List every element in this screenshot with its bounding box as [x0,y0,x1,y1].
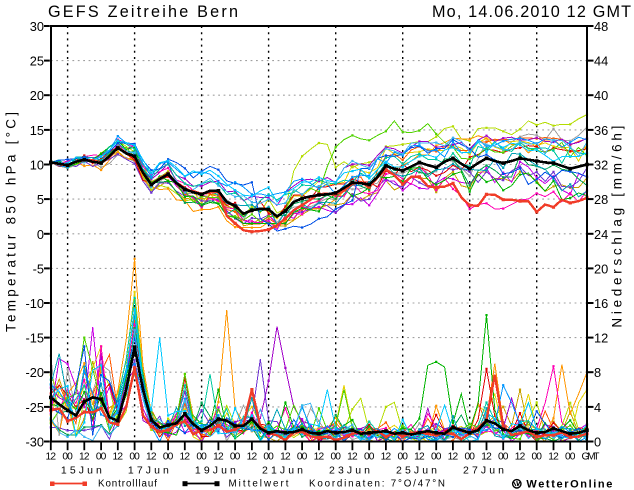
svg-text:44: 44 [594,54,608,69]
svg-text:27Jun: 27Jun [463,465,504,477]
svg-text:32: 32 [594,158,608,173]
svg-text:00: 00 [364,452,375,463]
svg-text:00: 00 [330,452,341,463]
svg-text:12: 12 [79,452,90,463]
svg-text:15: 15 [30,123,44,138]
svg-text:0: 0 [594,435,601,450]
svg-text:12: 12 [481,452,492,463]
svg-text:00: 00 [196,452,207,463]
svg-text:28: 28 [594,192,608,207]
svg-text:00: 00 [96,452,107,463]
svg-text:10: 10 [30,158,44,173]
svg-text:00: 00 [531,452,542,463]
svg-text:15Jun: 15Jun [61,465,102,477]
svg-text:12: 12 [280,452,291,463]
svg-text:12: 12 [594,331,608,346]
svg-text:48: 48 [594,19,608,34]
svg-text:12: 12 [146,452,157,463]
svg-text:-30: -30 [26,435,45,450]
svg-text:00: 00 [62,452,73,463]
svg-text:12: 12 [314,452,325,463]
svg-text:17Jun: 17Jun [128,465,169,477]
svg-text:25: 25 [30,54,44,69]
svg-text:00: 00 [129,452,140,463]
svg-text:-20: -20 [26,365,45,380]
svg-text:40: 40 [594,88,608,103]
svg-text:12: 12 [347,452,358,463]
svg-text:20: 20 [30,88,44,103]
svg-text:24: 24 [594,227,608,242]
svg-text:12: 12 [46,452,57,463]
svg-text:-5: -5 [33,261,44,276]
svg-text:4: 4 [594,400,601,415]
svg-text:00: 00 [163,452,174,463]
svg-text:12: 12 [448,452,459,463]
svg-text:00: 00 [263,452,274,463]
svg-text:19Jun: 19Jun [195,465,236,477]
svg-text:00: 00 [230,452,241,463]
svg-text:8: 8 [594,365,601,380]
svg-text:36: 36 [594,123,608,138]
svg-text:00: 00 [431,452,442,463]
svg-text:00: 00 [565,452,576,463]
svg-text:00: 00 [464,452,475,463]
svg-text:12: 12 [180,452,191,463]
svg-text:21Jun: 21Jun [262,465,303,477]
svg-text:30: 30 [30,19,44,34]
svg-text:12: 12 [213,452,224,463]
svg-text:GEFS Zeitreihe Bern: GEFS Zeitreihe Bern [48,3,238,21]
svg-text:00: 00 [397,452,408,463]
svg-text:Mo, 14.06.2010 12 GMT: Mo, 14.06.2010 12 GMT [432,3,631,21]
svg-text:WetterOnline: WetterOnline [526,479,612,490]
svg-text:-10: -10 [26,296,45,311]
svg-text:00: 00 [297,452,308,463]
svg-text:-25: -25 [26,400,45,415]
svg-text:16: 16 [594,296,608,311]
svg-text:12: 12 [247,452,258,463]
svg-text:5: 5 [37,192,44,207]
svg-text:00: 00 [498,452,509,463]
svg-text:12: 12 [414,452,425,463]
svg-text:0: 0 [37,227,44,242]
svg-text:-15: -15 [26,331,45,346]
svg-text:20: 20 [594,261,608,276]
svg-text:Kontrolllauf: Kontrolllauf [98,478,157,489]
svg-text:12: 12 [381,452,392,463]
svg-text:12: 12 [548,452,559,463]
svg-text:12: 12 [113,452,124,463]
svg-text:GMT: GMT [582,452,600,463]
svg-text:23Jun: 23Jun [329,465,370,477]
svg-text:Koordinaten: 7°O/47°N: Koordinaten: 7°O/47°N [309,478,445,489]
svg-text:25Jun: 25Jun [396,465,437,477]
svg-text:12: 12 [515,452,526,463]
